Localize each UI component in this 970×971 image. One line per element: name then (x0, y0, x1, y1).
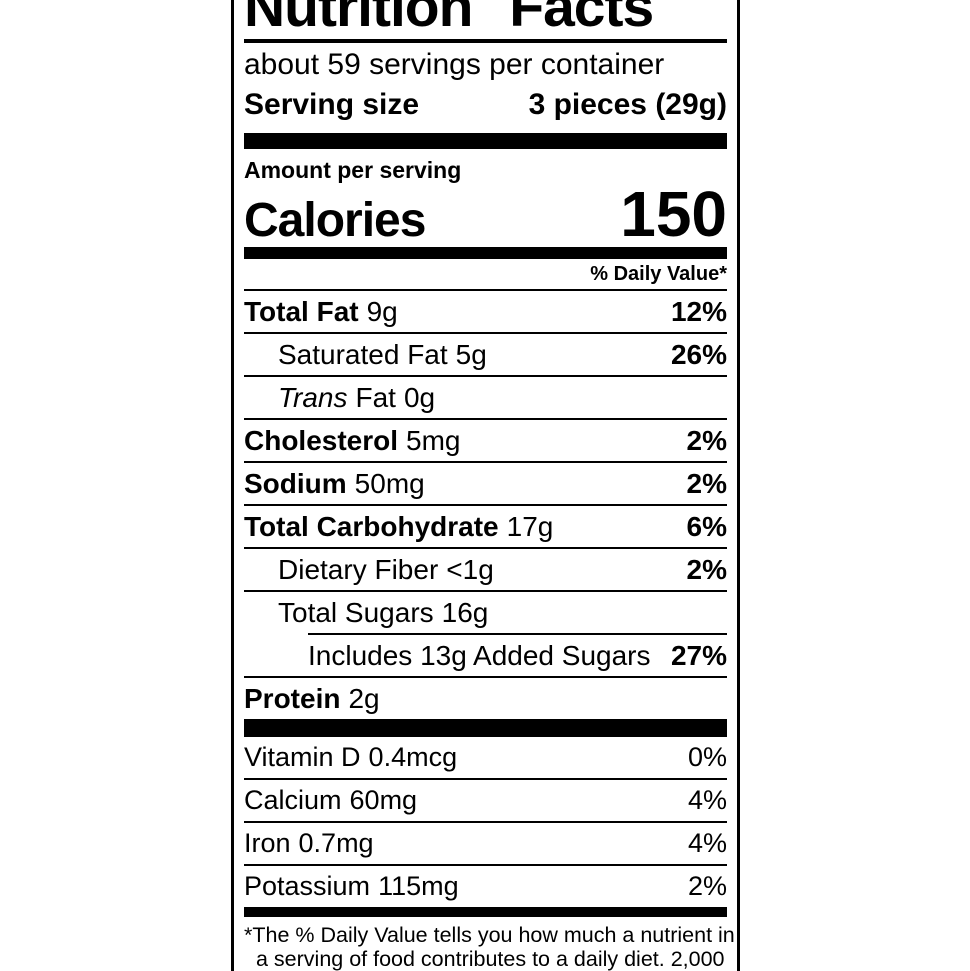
nutrient-row-dietary-fiber: Dietary Fiber <1g 2% (244, 547, 727, 590)
serving-size-label: Serving size (244, 88, 420, 121)
nutrient-amount: 2g (348, 683, 380, 714)
nutrient-name: Dietary Fiber (278, 554, 439, 585)
vitamin-amount: 0.4mcg (368, 742, 458, 772)
vitamin-name: Calcium (244, 785, 342, 815)
vitamin-name: Potassium (244, 871, 371, 901)
calories-row: Calories 150 (244, 178, 727, 250)
nutrient-name: Protein (244, 683, 341, 714)
nutrient-row-sodium: Sodium 50mg 2% (244, 461, 727, 504)
nutrient-row-added-sugars: Includes 13g Added Sugars 27% (308, 633, 727, 676)
thick-divider-bar (244, 719, 727, 737)
footnote-line: a serving of food contributes to a daily… (256, 947, 725, 971)
vitamin-dv: 4% (687, 785, 727, 815)
nutrient-dv: 6% (686, 511, 727, 542)
nutrient-name-italic: Trans (278, 382, 348, 413)
medium-divider-bar (244, 907, 727, 917)
nutrient-amount: 16g (441, 597, 489, 628)
vitamin-amount: 0.7mg (298, 828, 374, 858)
nutrient-name: Total Sugars (278, 597, 434, 628)
nutrient-row-trans-fat: Trans Fat 0g (244, 375, 727, 418)
nutrition-facts-label: Nutrition Facts about 59 servings per co… (231, 0, 740, 971)
vitamin-amount: 115mg (378, 871, 459, 901)
nutrient-dv: 2% (686, 468, 727, 499)
nutrient-row-protein: Protein 2g (244, 676, 727, 719)
nutrient-row-total-carbohydrate: Total Carbohydrate 17g 6% (244, 504, 727, 547)
nutrient-name: Cholesterol (244, 425, 399, 456)
nutrient-amount: 5g (455, 339, 487, 370)
nutrient-amount: 9g (366, 296, 398, 327)
serving-size-value: 3 pieces (29g) (528, 88, 727, 121)
vitamin-name: Iron (244, 828, 291, 858)
amount-per-serving-label: Amount per serving (244, 157, 462, 183)
servings-per-container: about 59 servings per container (244, 48, 665, 81)
vitamin-amount: 60mg (349, 785, 418, 815)
thick-divider-bar (244, 133, 727, 149)
calories-label: Calories (244, 194, 426, 247)
serving-size-row: Serving size 3 pieces (29g) (244, 85, 727, 125)
nutrient-name: Includes 13g Added Sugars (308, 640, 651, 671)
footnote-line: *The % Daily Value tells you how much a … (244, 923, 735, 947)
vitamin-dv: 0% (687, 742, 727, 772)
daily-value-footnote: *The % Daily Value tells you how much a … (244, 917, 735, 971)
vitamin-name: Vitamin D (244, 742, 361, 772)
nutrient-amount: 17g (506, 511, 554, 542)
vitamin-dv: 4% (687, 828, 727, 858)
nutrient-amount: <1g (446, 554, 494, 585)
nutrient-amount: 0g (403, 382, 436, 413)
nutrient-name: Sodium (244, 468, 347, 499)
nutrient-name: Saturated Fat (278, 339, 448, 370)
nutrient-amount: 50mg (354, 468, 425, 499)
nutrient-dv: 2% (686, 554, 727, 585)
daily-value-header: % Daily Value* (244, 259, 727, 291)
nutrient-row-total-sugars: Total Sugars 16g (244, 590, 727, 633)
label-title: Nutrition Facts (244, 0, 727, 43)
vitamin-dv: 2% (687, 871, 727, 901)
nutrient-row-cholesterol: Cholesterol 5mg 2% (244, 418, 727, 461)
nutrient-amount: 5mg (406, 425, 461, 456)
nutrient-name: Fat (355, 382, 396, 413)
nutrient-name: Total Fat (244, 296, 359, 327)
nutrient-dv: 12% (670, 296, 727, 327)
nutrient-dv: 26% (670, 339, 727, 370)
vitamin-row-calcium: Calcium 60mg 4% (244, 778, 727, 821)
vitamin-row-iron: Iron 0.7mg 4% (244, 821, 727, 864)
vitamin-row-vitamin-d: Vitamin D 0.4mcg 0% (244, 737, 727, 778)
nutrient-dv: 2% (686, 425, 727, 456)
nutrient-name: Total Carbohydrate (244, 511, 499, 542)
nutrient-row-saturated-fat: Saturated Fat 5g 26% (244, 332, 727, 375)
nutrient-dv: 27% (670, 640, 727, 671)
vitamin-row-potassium: Potassium 115mg 2% (244, 864, 727, 907)
nutrient-row-total-fat: Total Fat 9g 12% (244, 291, 727, 332)
medium-divider-bar (244, 247, 727, 259)
calories-value: 150 (620, 178, 727, 250)
